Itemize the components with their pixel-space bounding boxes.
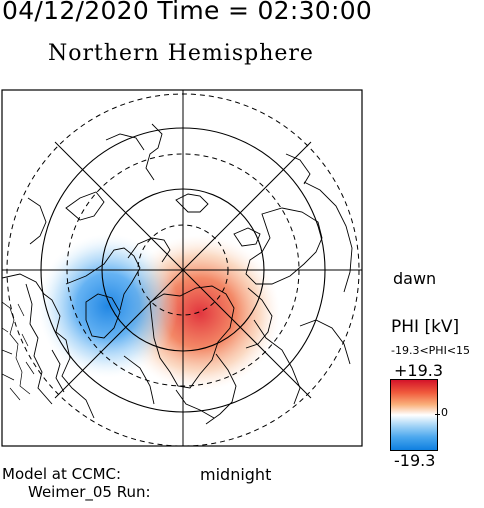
- colorbar-title: PHI [kV]: [391, 317, 460, 337]
- map-frame: [1, 89, 363, 447]
- colorbar-max-label: +19.3: [394, 361, 444, 380]
- colorbar-range: -19.3<PHI<15: [391, 344, 471, 357]
- dawn-label: dawn: [393, 269, 437, 288]
- negative-potential-cell: [38, 234, 178, 378]
- colorbar-zero-label: 0: [441, 406, 448, 419]
- continent-outlines: [2, 123, 353, 425]
- run-label: Weimer_05 Run:: [28, 483, 151, 501]
- model-label: Model at CCMC:: [2, 465, 122, 483]
- colorbar: [390, 379, 438, 451]
- colorbar-zero-tick: [435, 414, 440, 415]
- colorbar-min-label: -19.3: [394, 451, 436, 470]
- midnight-label: midnight: [200, 465, 272, 484]
- political-borders: [2, 301, 35, 401]
- hemisphere-title: Northern Hemisphere: [48, 41, 314, 66]
- potential-pattern: [38, 234, 280, 391]
- date-time-header: 04/12/2020 Time = 02:30:00: [2, 0, 373, 25]
- meridian-lines: [2, 90, 362, 446]
- polar-potential-map: [1, 89, 363, 447]
